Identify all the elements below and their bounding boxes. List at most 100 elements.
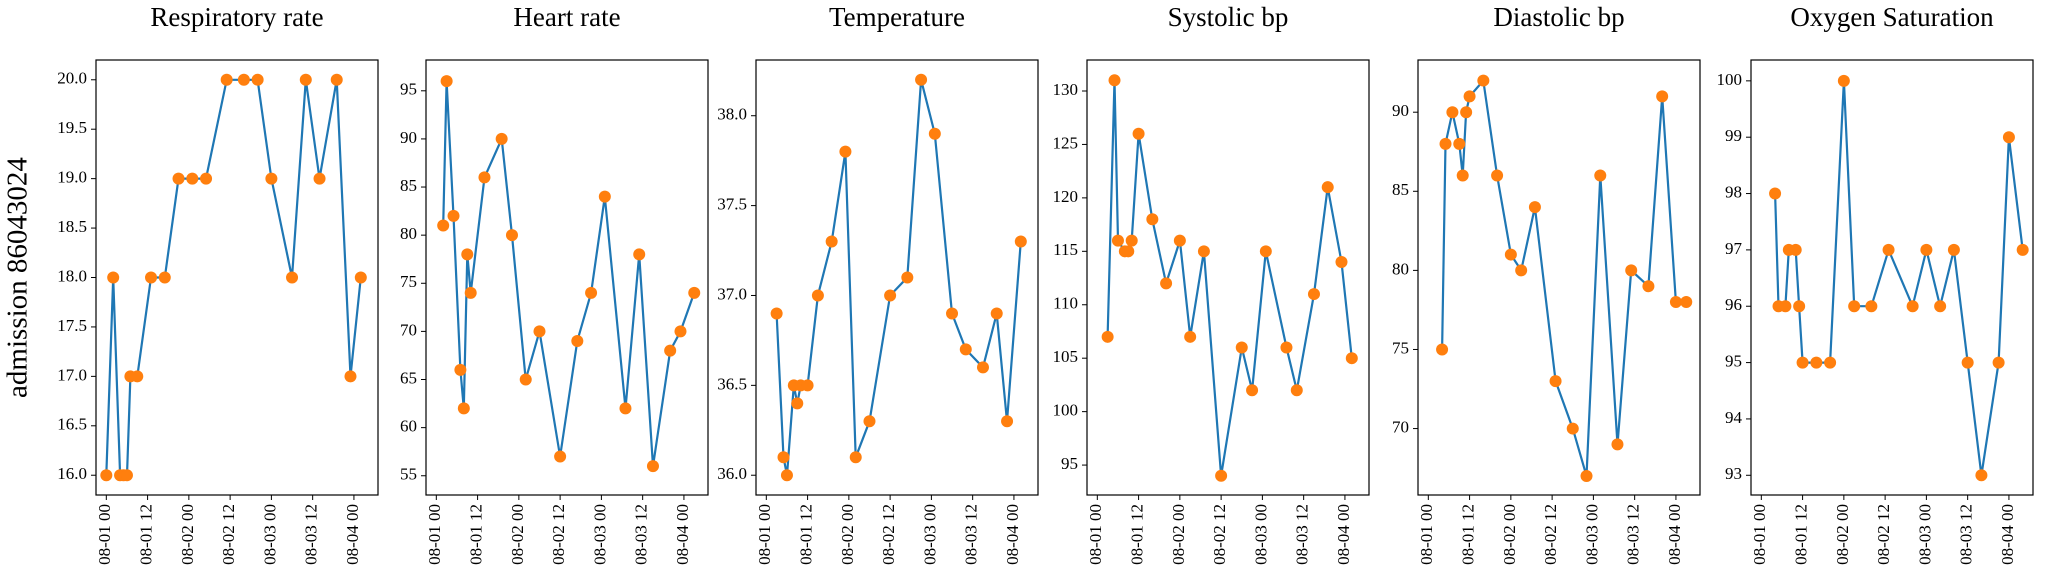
observation-marker xyxy=(598,190,611,203)
observation-marker xyxy=(1108,74,1121,87)
observation-marker xyxy=(1460,106,1473,119)
observation-marker xyxy=(1246,384,1259,397)
y-tick-label: 80 xyxy=(400,224,417,243)
observation-marker xyxy=(1014,235,1027,248)
observation-marker xyxy=(674,325,687,338)
y-tick-label: 18.0 xyxy=(57,266,87,285)
observation-marker xyxy=(1594,169,1607,182)
observation-marker xyxy=(1160,277,1173,290)
y-tick-label: 95 xyxy=(1061,454,1078,473)
observation-marker xyxy=(172,172,185,185)
y-tick-label: 85 xyxy=(400,176,417,195)
x-tick-label: 08-01 00 xyxy=(1750,504,1769,565)
y-tick-label: 18.5 xyxy=(57,217,87,236)
observation-marker xyxy=(825,235,838,248)
y-tick-label: 17.5 xyxy=(57,316,87,335)
y-tick-label: 60 xyxy=(400,417,417,436)
observation-marker xyxy=(533,325,546,338)
x-tick-label: 08-03 12 xyxy=(1293,504,1312,565)
x-tick-label: 08-02 12 xyxy=(1210,504,1229,565)
observation-marker xyxy=(1111,234,1124,247)
observation-marker xyxy=(770,307,783,320)
y-tick-label: 110 xyxy=(1053,294,1078,313)
observation-marker xyxy=(585,286,598,299)
observation-marker xyxy=(990,307,1003,320)
x-tick-label: 08-03 12 xyxy=(302,504,321,565)
x-tick-label: 08-01 12 xyxy=(1791,504,1810,565)
observation-marker xyxy=(863,415,876,428)
observation-marker xyxy=(633,248,646,261)
y-tick-label: 70 xyxy=(1392,417,1409,436)
observation-marker xyxy=(495,132,508,145)
observation-marker xyxy=(1173,234,1186,247)
x-tick-label: 08-03 00 xyxy=(1915,504,1934,565)
observation-marker xyxy=(158,271,171,284)
y-tick-label: 90 xyxy=(1392,101,1409,120)
observation-marker xyxy=(120,469,133,482)
y-tick-label: 75 xyxy=(1392,338,1409,357)
x-tick-label: 08-02 00 xyxy=(1833,504,1852,565)
observation-marker xyxy=(1920,243,1933,256)
observation-marker xyxy=(839,145,852,158)
observation-marker xyxy=(915,73,928,86)
observation-marker xyxy=(1146,213,1159,226)
observation-marker xyxy=(1793,300,1806,313)
y-tick-label: 37.0 xyxy=(717,284,747,303)
observation-marker xyxy=(1824,356,1837,369)
observation-marker xyxy=(1580,470,1593,483)
x-tick-label: 08-04 00 xyxy=(1998,504,2017,565)
observation-marker xyxy=(1789,243,1802,256)
x-tick-label: 08-01 12 xyxy=(466,504,485,565)
observation-marker xyxy=(286,271,299,284)
series-line xyxy=(1106,80,1353,476)
x-tick-label: 08-02 00 xyxy=(1500,504,1519,565)
observation-marker xyxy=(107,271,120,284)
observation-marker xyxy=(464,286,477,299)
y-tick-label: 36.0 xyxy=(717,464,747,483)
y-tick-label: 94 xyxy=(1725,408,1743,427)
y-tick-label: 16.0 xyxy=(57,464,87,483)
observation-marker xyxy=(901,271,914,284)
x-tick-label: 08-01 12 xyxy=(1127,504,1146,565)
observation-marker xyxy=(801,379,814,392)
observation-marker xyxy=(186,172,199,185)
observation-marker xyxy=(1810,356,1823,369)
observation-marker xyxy=(1680,296,1693,309)
axes-frame xyxy=(95,59,379,496)
x-tick-label: 08-03 12 xyxy=(632,504,651,565)
y-tick-label: 37.5 xyxy=(717,195,747,214)
observation-marker xyxy=(1769,187,1782,200)
observation-marker xyxy=(1669,296,1682,309)
observation-marker xyxy=(1101,330,1114,343)
observation-marker xyxy=(1477,74,1490,87)
x-tick-label: 08-02 12 xyxy=(219,504,238,565)
observation-marker xyxy=(1463,90,1476,103)
y-tick-label: 38.0 xyxy=(717,105,747,124)
y-tick-label: 95 xyxy=(400,80,417,99)
observation-marker xyxy=(1122,245,1135,258)
observation-marker xyxy=(1215,469,1228,482)
series-line xyxy=(1441,78,1687,477)
observation-marker xyxy=(1848,300,1861,313)
x-tick-label: 08-01 00 xyxy=(755,504,774,565)
observation-marker xyxy=(1906,300,1919,313)
observation-marker xyxy=(265,172,278,185)
y-tick-label: 99 xyxy=(1725,126,1742,145)
observation-marker xyxy=(1625,264,1638,277)
observation-marker xyxy=(1453,137,1466,150)
y-tick-label: 80 xyxy=(1392,259,1409,278)
x-tick-label: 08-02 12 xyxy=(1541,504,1560,565)
observation-marker xyxy=(811,289,824,302)
y-tick-label: 36.5 xyxy=(717,374,747,393)
observation-marker xyxy=(849,451,862,464)
y-tick-label: 90 xyxy=(400,128,417,147)
y-tick-label: 65 xyxy=(400,368,417,387)
observation-marker xyxy=(354,271,367,284)
x-tick-label: 08-02 12 xyxy=(549,504,568,565)
x-tick-label: 08-02 00 xyxy=(178,504,197,565)
x-tick-label: 08-02 00 xyxy=(838,504,857,565)
y-tick-label: 95 xyxy=(1725,351,1742,370)
observation-marker xyxy=(1515,264,1528,277)
observation-marker xyxy=(1549,375,1562,388)
observation-marker xyxy=(646,460,659,473)
